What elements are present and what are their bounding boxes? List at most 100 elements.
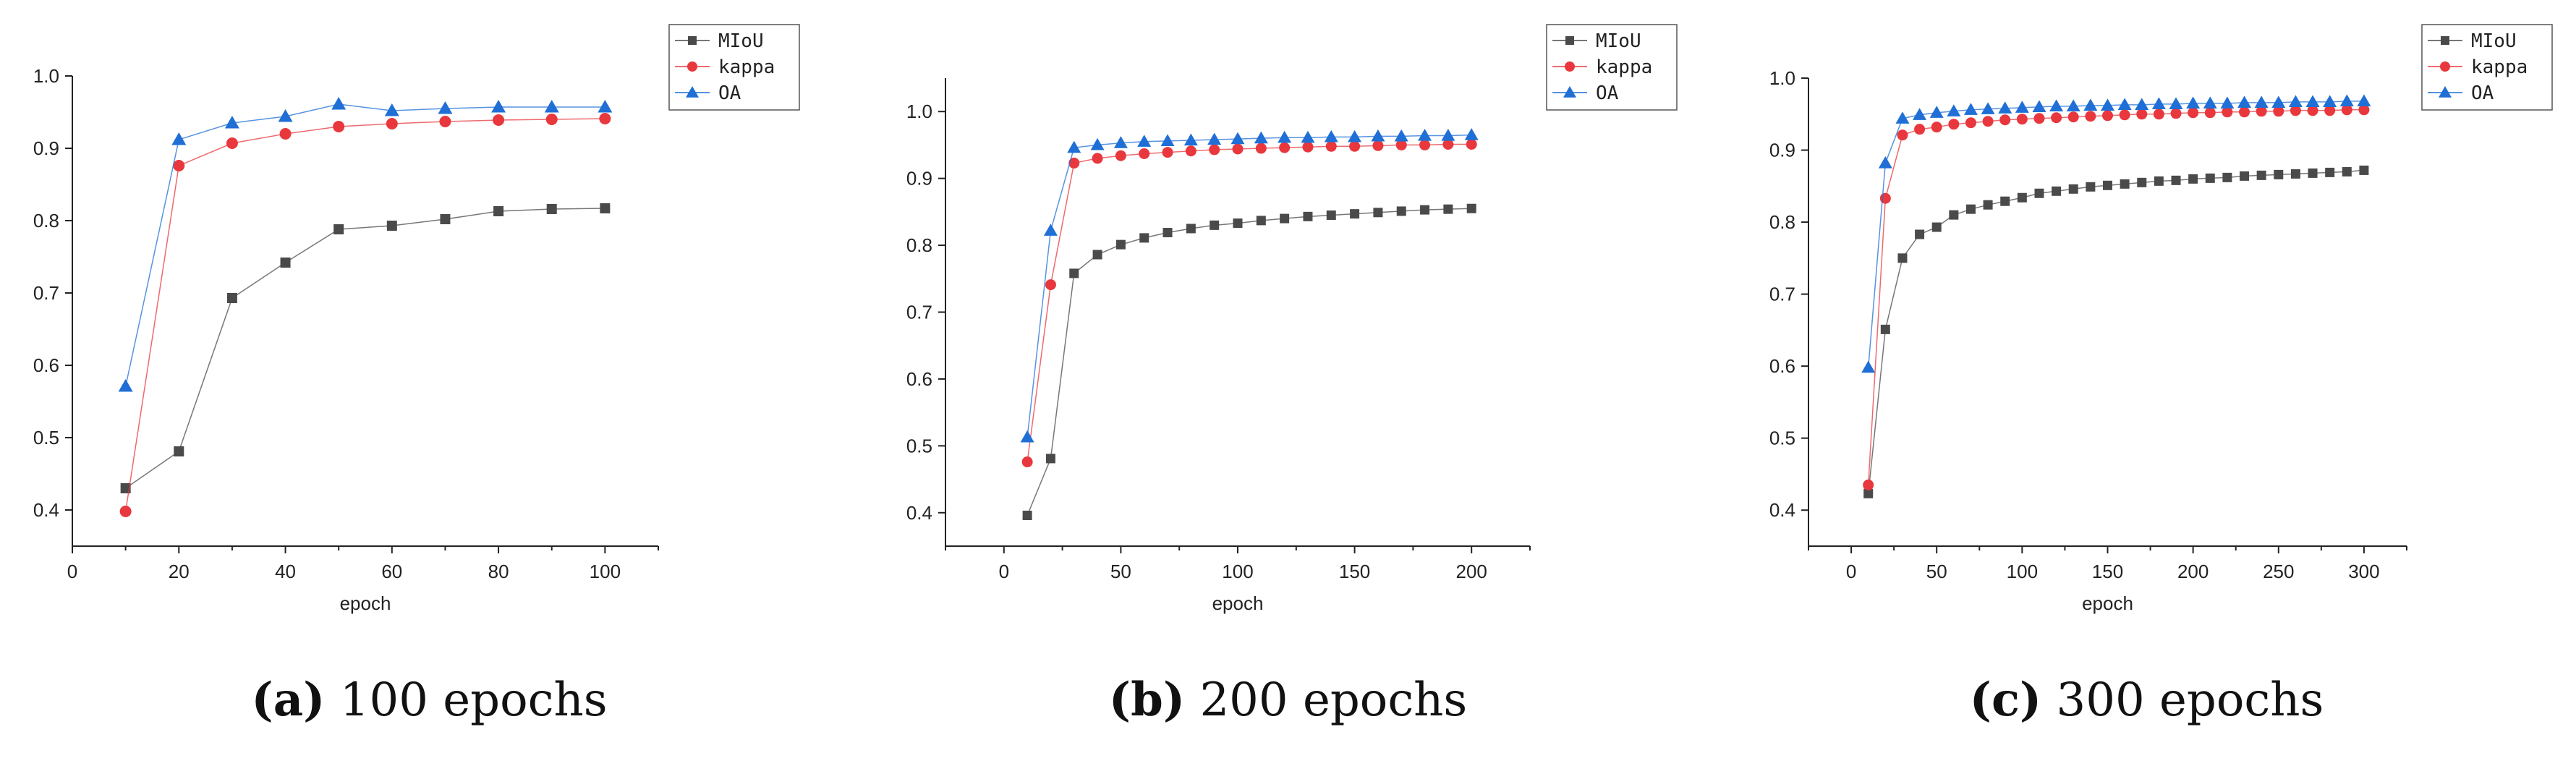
x-tick-label: 100 [2007,561,2038,582]
data-point [1464,128,1479,140]
data-point [1863,488,1874,498]
data-point [600,203,611,213]
legend: MIoU kappa OA [668,24,800,111]
series-line-miou [1867,169,2364,494]
data-point [118,379,133,392]
data-point [2000,196,2010,206]
data-point [2256,170,2266,180]
data-point [2085,111,2096,122]
data-point [2205,173,2215,183]
data-point [226,293,237,303]
data-point [2052,186,2062,196]
data-point [1045,454,1055,464]
x-tick-label: 50 [1926,561,1947,582]
data-point [1280,213,1290,224]
data-point [1395,139,1407,150]
data-point [2325,167,2335,177]
data-point [1565,36,1574,45]
x-tick-label: 0 [67,561,77,582]
data-point [2240,171,2250,181]
series-line-kappa [124,118,605,512]
data-point [2153,109,2164,120]
data-point [546,204,557,214]
data-point [2049,99,2064,111]
data-point [1069,268,1079,278]
data-point [1965,117,1976,129]
x-tick-label: 0 [1846,561,1856,582]
data-point [1981,102,1995,114]
y-tick-label: 0.4 [906,502,932,524]
data-point [2305,95,2320,107]
legend-label: OA [718,82,741,104]
data-point [2290,169,2300,179]
y-tick-label: 1.0 [33,65,59,87]
data-point [1983,200,1993,210]
data-point [1878,156,1892,169]
data-point [687,61,697,72]
data-point [2017,192,2027,203]
data-point [1373,208,1383,218]
caption-letter: (a) [251,673,326,727]
caption-letter: (c) [1969,673,2042,727]
legend: MIoU kappa OA [1546,24,1678,111]
caption-a: (a) 100 epochs [0,673,859,727]
data-point [2290,105,2301,116]
data-point [1863,479,1874,490]
data-point [2137,177,2147,187]
data-point [174,446,184,456]
data-point [224,116,239,129]
x-tick-label: 40 [275,561,296,582]
caption-letter: (b) [1108,673,1186,727]
data-point [2323,95,2337,107]
data-point [1371,129,1385,142]
caption-b: (b) 200 epochs [859,673,1717,727]
data-point [544,100,559,113]
data-point [438,101,453,114]
y-tick-label: 0.8 [33,210,59,231]
data-point [2169,97,2183,109]
data-point [1137,135,1152,147]
x-tick-label: 200 [2177,561,2209,582]
y-tick-label: 1.0 [906,101,932,122]
data-point [1256,216,1266,226]
legend-label: kappa [2471,56,2528,78]
data-point [1325,140,1337,152]
data-point [1139,233,1149,243]
y-tick-label: 1.0 [1769,67,1795,89]
x-tick-label: 150 [2092,561,2123,582]
x-tick-label: 250 [2263,561,2294,582]
data-point [278,109,293,122]
data-point [1254,131,1268,144]
data-point [1043,224,1058,236]
data-point [440,214,451,224]
data-point [2015,101,2029,113]
y-tick-label: 0.7 [33,282,59,304]
data-point [2034,188,2044,198]
x-tick-label: 300 [2348,561,2379,582]
data-point [1443,204,1453,214]
data-point [173,160,185,171]
data-point [333,224,344,234]
data-point [1441,128,1455,141]
legend-label: kappa [718,56,775,78]
legend-label: MIoU [718,30,764,52]
data-point [1999,114,2011,126]
data-point [386,221,397,231]
data-point [2171,175,2181,185]
data-point [1278,130,1292,143]
data-point [2342,166,2352,177]
data-point [1350,209,1360,219]
data-point [2307,105,2318,116]
data-point [2067,111,2079,123]
data-point [2068,184,2078,194]
data-point [1162,147,1173,158]
data-point [1394,129,1408,142]
series-line-oa [124,103,605,387]
x-axis-label: epoch [340,592,391,614]
data-point [1348,129,1362,143]
data-point [1185,145,1196,157]
y-tick-label: 0.5 [906,435,932,456]
series-line-miou [125,208,605,489]
data-point [686,86,699,98]
x-tick-label: 60 [381,561,402,582]
